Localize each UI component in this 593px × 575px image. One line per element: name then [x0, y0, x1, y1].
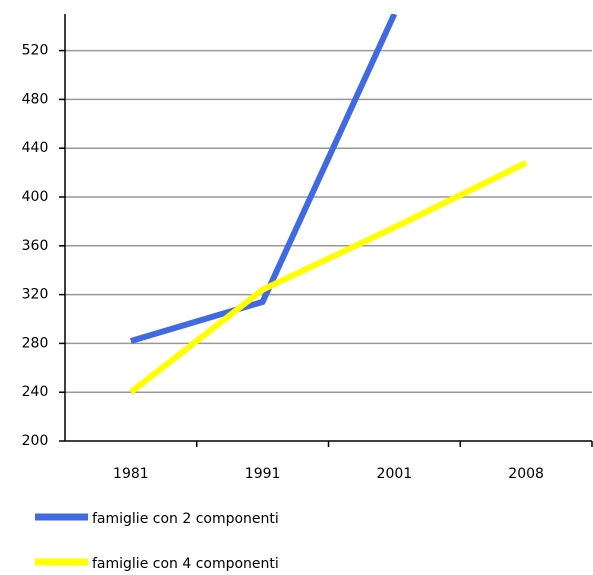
- y-tick-label: 480: [22, 91, 49, 107]
- x-tick-label: 1981: [113, 466, 149, 482]
- x-tick-label: 2001: [377, 466, 413, 482]
- x-tick-label: 1991: [245, 466, 281, 482]
- series-line: [130, 14, 398, 344]
- plot: [129, 14, 528, 395]
- series-line: [129, 160, 528, 395]
- y-tick-label: 360: [22, 238, 49, 254]
- x-tick-label: 2008: [508, 466, 544, 482]
- legend-label: famiglie con 2 componenti: [92, 511, 279, 527]
- y-tick-label: 240: [22, 384, 49, 400]
- legend-label: famiglie con 4 componenti: [92, 556, 279, 572]
- y-tick-label: 200: [22, 433, 49, 449]
- y-tick-label: 400: [22, 189, 49, 205]
- y-tick-label: 320: [22, 287, 49, 303]
- y-tick-label: 440: [22, 140, 49, 156]
- y-tick-label: 520: [22, 43, 49, 59]
- y-tick-label: 280: [22, 335, 49, 351]
